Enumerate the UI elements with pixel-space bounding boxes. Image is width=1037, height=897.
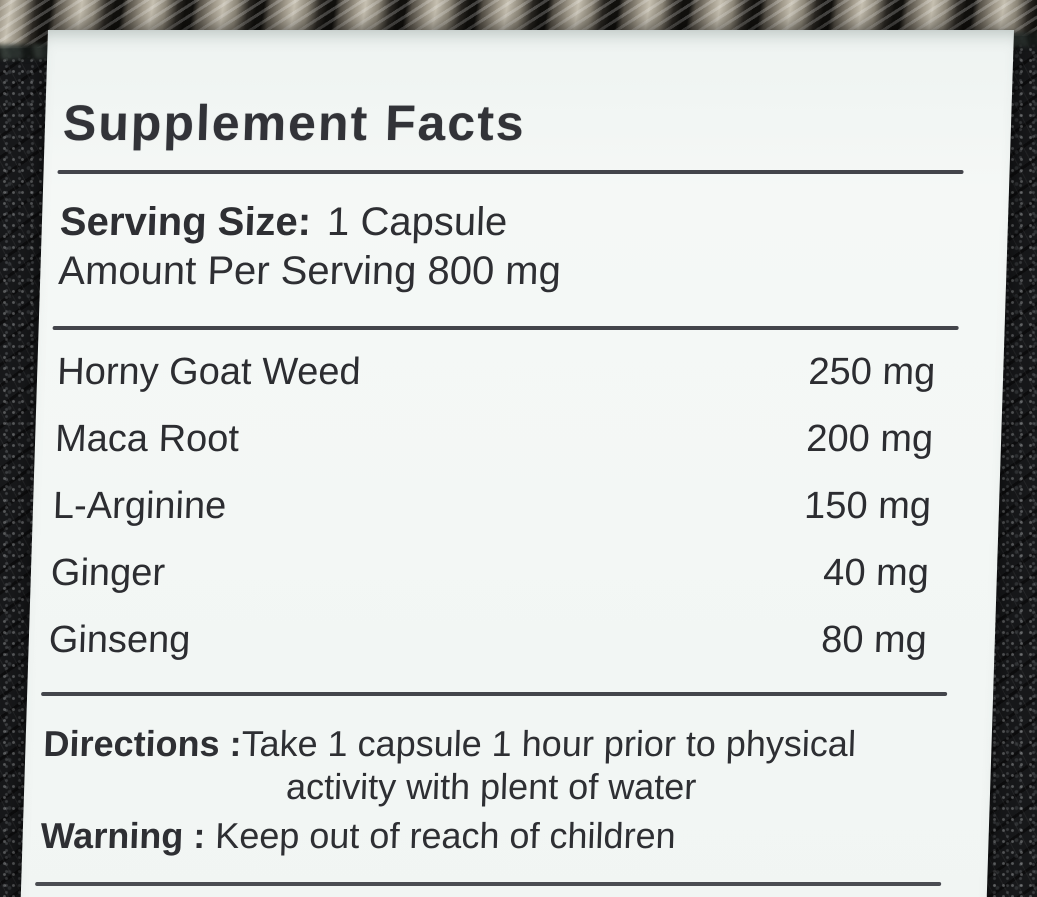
- divider-rule-top: [57, 170, 964, 174]
- label-content: Supplement Facts Serving Size: 1 Capsule …: [21, 30, 1014, 886]
- directions-text: Take 1 capsule 1 hour prior to physical: [240, 723, 857, 764]
- ingredient-row: Horny Goat Weed 250 mg: [50, 339, 958, 406]
- ingredient-amount: 250 mg: [807, 351, 936, 393]
- ingredient-row: L-Arginine 150 mg: [46, 473, 954, 540]
- ingredient-name: Maca Root: [54, 418, 240, 460]
- ingredient-amount: 200 mg: [805, 418, 934, 460]
- ingredient-name: Ginger: [50, 552, 166, 594]
- serving-size-line: Serving Size: 1 Capsule: [55, 198, 963, 246]
- warning-text: Keep out of reach of children: [214, 815, 677, 856]
- divider-rule-serving: [52, 326, 959, 330]
- label-title: Supplement Facts: [62, 95, 527, 151]
- ingredient-amount: 150 mg: [803, 485, 932, 527]
- supplement-facts-label: Supplement Facts Serving Size: 1 Capsule …: [19, 30, 1014, 897]
- directions-line: Directions :Take 1 capsule 1 hour prior …: [39, 722, 946, 766]
- ingredient-name: L-Arginine: [52, 485, 227, 527]
- serving-size-label: Serving Size:: [59, 200, 312, 244]
- warning-label: Warning :: [40, 815, 206, 856]
- ingredient-name: Ginseng: [48, 619, 192, 661]
- serving-size-value: 1 Capsule: [326, 200, 508, 244]
- divider-rule-bottom: [35, 882, 942, 886]
- ingredient-row: Ginger 40 mg: [44, 540, 952, 607]
- divider-rule-ingredients: [41, 692, 948, 696]
- ingredient-amount: 80 mg: [820, 619, 928, 661]
- directions-label: Directions :: [42, 723, 243, 764]
- ingredient-row: Ginseng 80 mg: [42, 607, 950, 674]
- directions-warning-section: Directions :Take 1 capsule 1 hour prior …: [36, 722, 946, 858]
- ingredient-name: Horny Goat Weed: [56, 351, 362, 393]
- ingredient-row: Maca Root 200 mg: [48, 406, 956, 473]
- warning-line: Warning : Keep out of reach of children: [36, 814, 943, 858]
- amount-per-serving-line: Amount Per Serving 800 mg: [57, 249, 562, 293]
- ingredient-amount: 40 mg: [822, 552, 930, 594]
- directions-continuation: activity with plent of water: [285, 766, 697, 807]
- ingredient-table: Horny Goat Weed 250 mg Maca Root 200 mg …: [42, 339, 959, 674]
